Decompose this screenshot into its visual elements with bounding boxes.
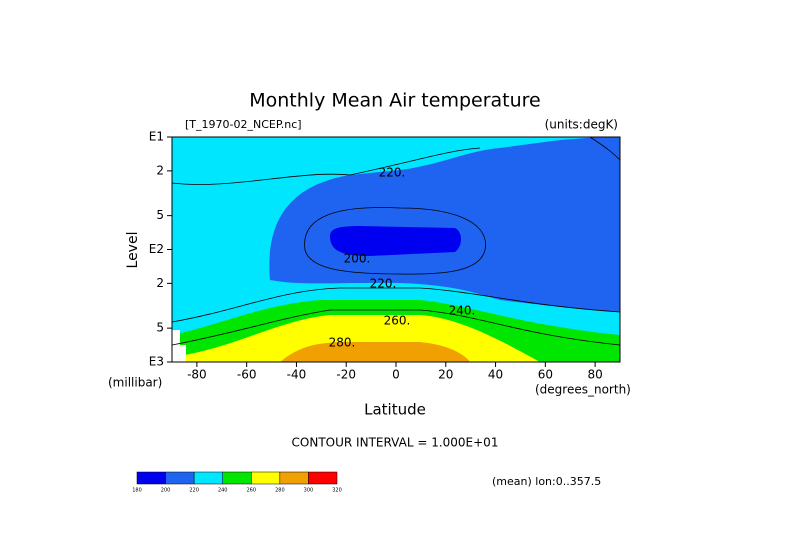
colorbar-box	[251, 471, 281, 485]
contour-line	[171, 287, 621, 323]
chart-title: Monthly Mean Air temperature	[249, 90, 540, 112]
colorbar-label: 300	[304, 488, 314, 494]
colorbar-label: 220	[189, 488, 199, 494]
colorbar-box	[222, 471, 252, 485]
y-axis-label: Level	[125, 232, 141, 269]
contour-band	[330, 226, 461, 256]
footer: (mean) lon:0..357.5	[492, 475, 601, 488]
colorbar-box	[308, 471, 338, 485]
white-mask	[172, 330, 186, 362]
y-tick-label: E3	[149, 355, 164, 369]
contour-line	[589, 136, 621, 161]
contour-line	[171, 147, 481, 185]
x-tick-label: -20	[336, 368, 356, 382]
x-units: (degrees_north)	[535, 383, 631, 397]
x-tick-label: 20	[438, 368, 453, 382]
colorbar-label: 240	[218, 488, 228, 494]
contour-label: 260.	[384, 314, 411, 328]
colorbar-box	[279, 471, 309, 485]
colorbar-label: 200	[161, 488, 171, 494]
y-tick-label: E2	[149, 242, 164, 256]
x-tick-label: 80	[587, 368, 602, 382]
contour-label: 280.	[329, 336, 356, 350]
colorbar-label: 320	[332, 488, 342, 494]
colorbar-label: 260	[247, 488, 257, 494]
contour-band	[269, 137, 620, 312]
x-tick-label: -60	[237, 368, 257, 382]
y-tick-label: E1	[149, 130, 164, 144]
y-tick-label: 5	[156, 321, 164, 335]
y-tick-label: 2	[156, 163, 164, 177]
contour-label: 240.	[449, 304, 476, 318]
contour-label: 200.	[344, 252, 371, 266]
units-label: (units:degK)	[545, 118, 618, 132]
y-tick-label: 5	[156, 208, 164, 222]
y-tick-label: 2	[156, 276, 164, 290]
contour-line	[304, 207, 486, 275]
colorbar-label: 280	[275, 488, 285, 494]
x-axis-label: Latitude	[364, 401, 426, 419]
contour-label: 220.	[370, 277, 397, 291]
colorbar-label: 180	[132, 488, 142, 494]
contour-label: 220.	[379, 166, 406, 180]
contour-band	[280, 342, 470, 362]
contour-interval: CONTOUR INTERVAL = 1.000E+01	[292, 436, 499, 450]
x-tick-label: -40	[287, 368, 307, 382]
x-tick-label: -80	[187, 368, 207, 382]
x-tick-label: 0	[392, 368, 400, 382]
colorbar-box	[136, 471, 166, 485]
y-units: (millibar)	[108, 376, 162, 390]
x-tick-label: 40	[488, 368, 503, 382]
colorbar-box	[165, 471, 195, 485]
x-tick-label: 60	[538, 368, 553, 382]
contour-line	[171, 309, 621, 346]
file-label: [T_1970-02_NCEP.nc]	[185, 118, 302, 131]
colorbar-box	[193, 471, 223, 485]
